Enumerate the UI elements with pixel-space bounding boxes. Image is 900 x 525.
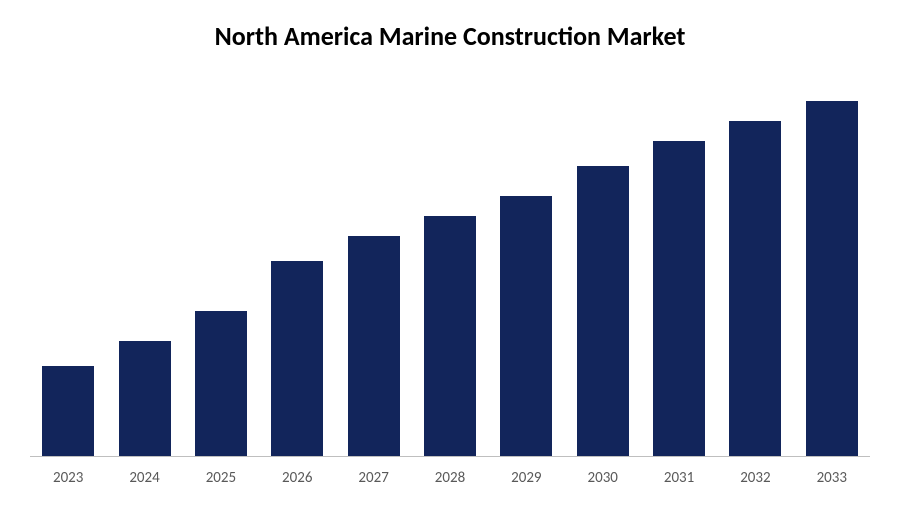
bar xyxy=(729,121,781,456)
bar xyxy=(119,341,171,456)
bar xyxy=(42,366,94,456)
chart-container: North America Marine Construction Market… xyxy=(0,0,900,525)
plot-area: 2023202420252026202720282029203020312032… xyxy=(30,77,870,487)
bar-slot xyxy=(641,77,717,456)
bar-slot xyxy=(794,77,870,456)
bar-slot xyxy=(565,77,641,456)
bar xyxy=(348,236,400,456)
bar-slot xyxy=(183,77,259,456)
x-axis-label: 2033 xyxy=(794,469,870,487)
x-axis-label: 2030 xyxy=(565,469,641,487)
x-axis-label: 2029 xyxy=(488,469,564,487)
x-axis-label: 2026 xyxy=(259,469,335,487)
bar xyxy=(653,141,705,456)
bars-row xyxy=(30,77,870,457)
x-axis-label: 2024 xyxy=(106,469,182,487)
bar xyxy=(195,311,247,456)
bar xyxy=(424,216,476,456)
bar-slot xyxy=(717,77,793,456)
x-axis-labels: 2023202420252026202720282029203020312032… xyxy=(30,469,870,487)
chart-title: North America Marine Construction Market xyxy=(30,20,870,52)
bar-slot xyxy=(259,77,335,456)
bar xyxy=(806,101,858,456)
bar xyxy=(500,196,552,456)
bar-slot xyxy=(412,77,488,456)
bar xyxy=(271,261,323,456)
bar-slot xyxy=(30,77,106,456)
x-axis-label: 2028 xyxy=(412,469,488,487)
bar-slot xyxy=(488,77,564,456)
x-axis-label: 2023 xyxy=(30,469,106,487)
x-axis-label: 2025 xyxy=(183,469,259,487)
bar-slot xyxy=(335,77,411,456)
x-axis-label: 2032 xyxy=(717,469,793,487)
x-axis-label: 2031 xyxy=(641,469,717,487)
bar-slot xyxy=(106,77,182,456)
x-axis-label: 2027 xyxy=(335,469,411,487)
bar xyxy=(577,166,629,456)
